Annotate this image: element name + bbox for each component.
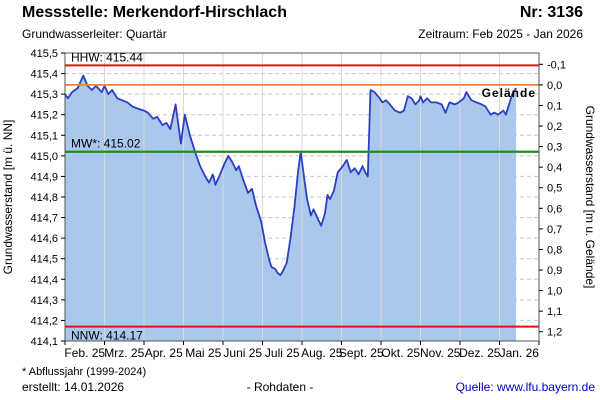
y-right-axis-title: Grundwasserstand [m u. Gelände] <box>583 106 597 289</box>
y-left-tick-label: 415,0 <box>30 151 58 163</box>
y-right-tick-label: 1,0 <box>547 286 562 298</box>
y-left-tick-label: 415,2 <box>30 110 58 122</box>
y-right-tick-label: 0,9 <box>547 265 562 277</box>
data-type-label: - Rohdaten - <box>246 380 314 394</box>
y-left-tick-label: 415,5 <box>30 48 58 60</box>
x-tick-label: Mai 25 <box>185 346 221 360</box>
y-right-tick-label: 1,2 <box>547 327 562 339</box>
y-right-tick-label: -0,1 <box>547 59 566 71</box>
y-right-tick-label: 0,4 <box>547 162 562 174</box>
y-left-tick-label: 414,6 <box>30 233 58 245</box>
x-tick-label: Apr. 25 <box>145 346 183 360</box>
y-right-tick-label: 1,1 <box>547 306 562 318</box>
x-tick-label: Okt. 25 <box>381 346 420 360</box>
reference-label-gelände: Gelände <box>482 86 536 100</box>
x-tick-label: Juni 25 <box>223 346 262 360</box>
y-right-tick-label: 0,8 <box>547 244 562 256</box>
reference-label-mw: MW*: 415.02 <box>71 137 141 151</box>
y-left-tick-label: 414,7 <box>30 213 58 225</box>
y-left-tick-label: 414,1 <box>30 336 58 348</box>
aquifer-label: Grundwasserleiter: Quartär <box>22 27 167 41</box>
y-left-tick-label: 414,5 <box>30 254 58 266</box>
y-left-tick-label: 415,4 <box>30 69 58 81</box>
x-tick-label: Sept. 25 <box>339 346 384 360</box>
station-number: Nr: 3136 <box>519 4 583 21</box>
y-left-tick-label: 414,9 <box>30 171 58 183</box>
x-tick-label: Jan. 26 <box>500 346 540 360</box>
period-label: Zeitraum: Feb 2025 - Jan 2026 <box>418 27 583 41</box>
y-right-tick-label: 0,1 <box>547 100 562 112</box>
x-tick-label: Aug. 25 <box>301 346 343 360</box>
y-right-tick-label: 0,0 <box>547 80 562 92</box>
x-tick-label: Mrz. 25 <box>104 346 144 360</box>
y-right-tick-label: 0,5 <box>547 183 562 195</box>
x-tick-label: Nov. 25 <box>420 346 461 360</box>
x-tick-label: Dez. 25 <box>459 346 501 360</box>
y-left-tick-label: 415,1 <box>30 130 58 142</box>
y-right-tick-label: 0,7 <box>547 224 562 236</box>
y-right-tick-label: 0,3 <box>547 142 562 154</box>
x-tick-label: Feb. 25 <box>64 346 105 360</box>
groundwater-curve <box>64 74 517 277</box>
groundwater-area-fill <box>65 75 517 341</box>
source-link[interactable]: Quelle: www.lfu.bayern.de <box>455 380 595 394</box>
y-left-tick-label: 414,3 <box>30 295 58 307</box>
y-left-axis-title: Grundwasserstand [m ü. NN] <box>1 120 15 275</box>
y-right-tick-label: 0,2 <box>547 121 562 133</box>
y-left-tick-label: 414,4 <box>30 274 58 286</box>
y-left-tick-label: 414,2 <box>30 315 58 327</box>
y-left-tick-label: 415,3 <box>30 89 58 101</box>
y-right-tick-label: 0,6 <box>547 203 562 215</box>
x-tick-label: Juli 25 <box>265 346 300 360</box>
footnote-abflussjahr: * Abflussjahr (1999-2024) <box>22 366 147 378</box>
reference-label-hhw: HHW: 415.44 <box>71 50 143 64</box>
created-date: erstellt: 14.01.2026 <box>22 380 125 394</box>
reference-label-nnw: NNW: 414.17 <box>71 329 143 343</box>
page-title: Messstelle: Merkendorf-Hirschlach <box>22 4 287 21</box>
y-left-tick-label: 414,8 <box>30 192 58 204</box>
